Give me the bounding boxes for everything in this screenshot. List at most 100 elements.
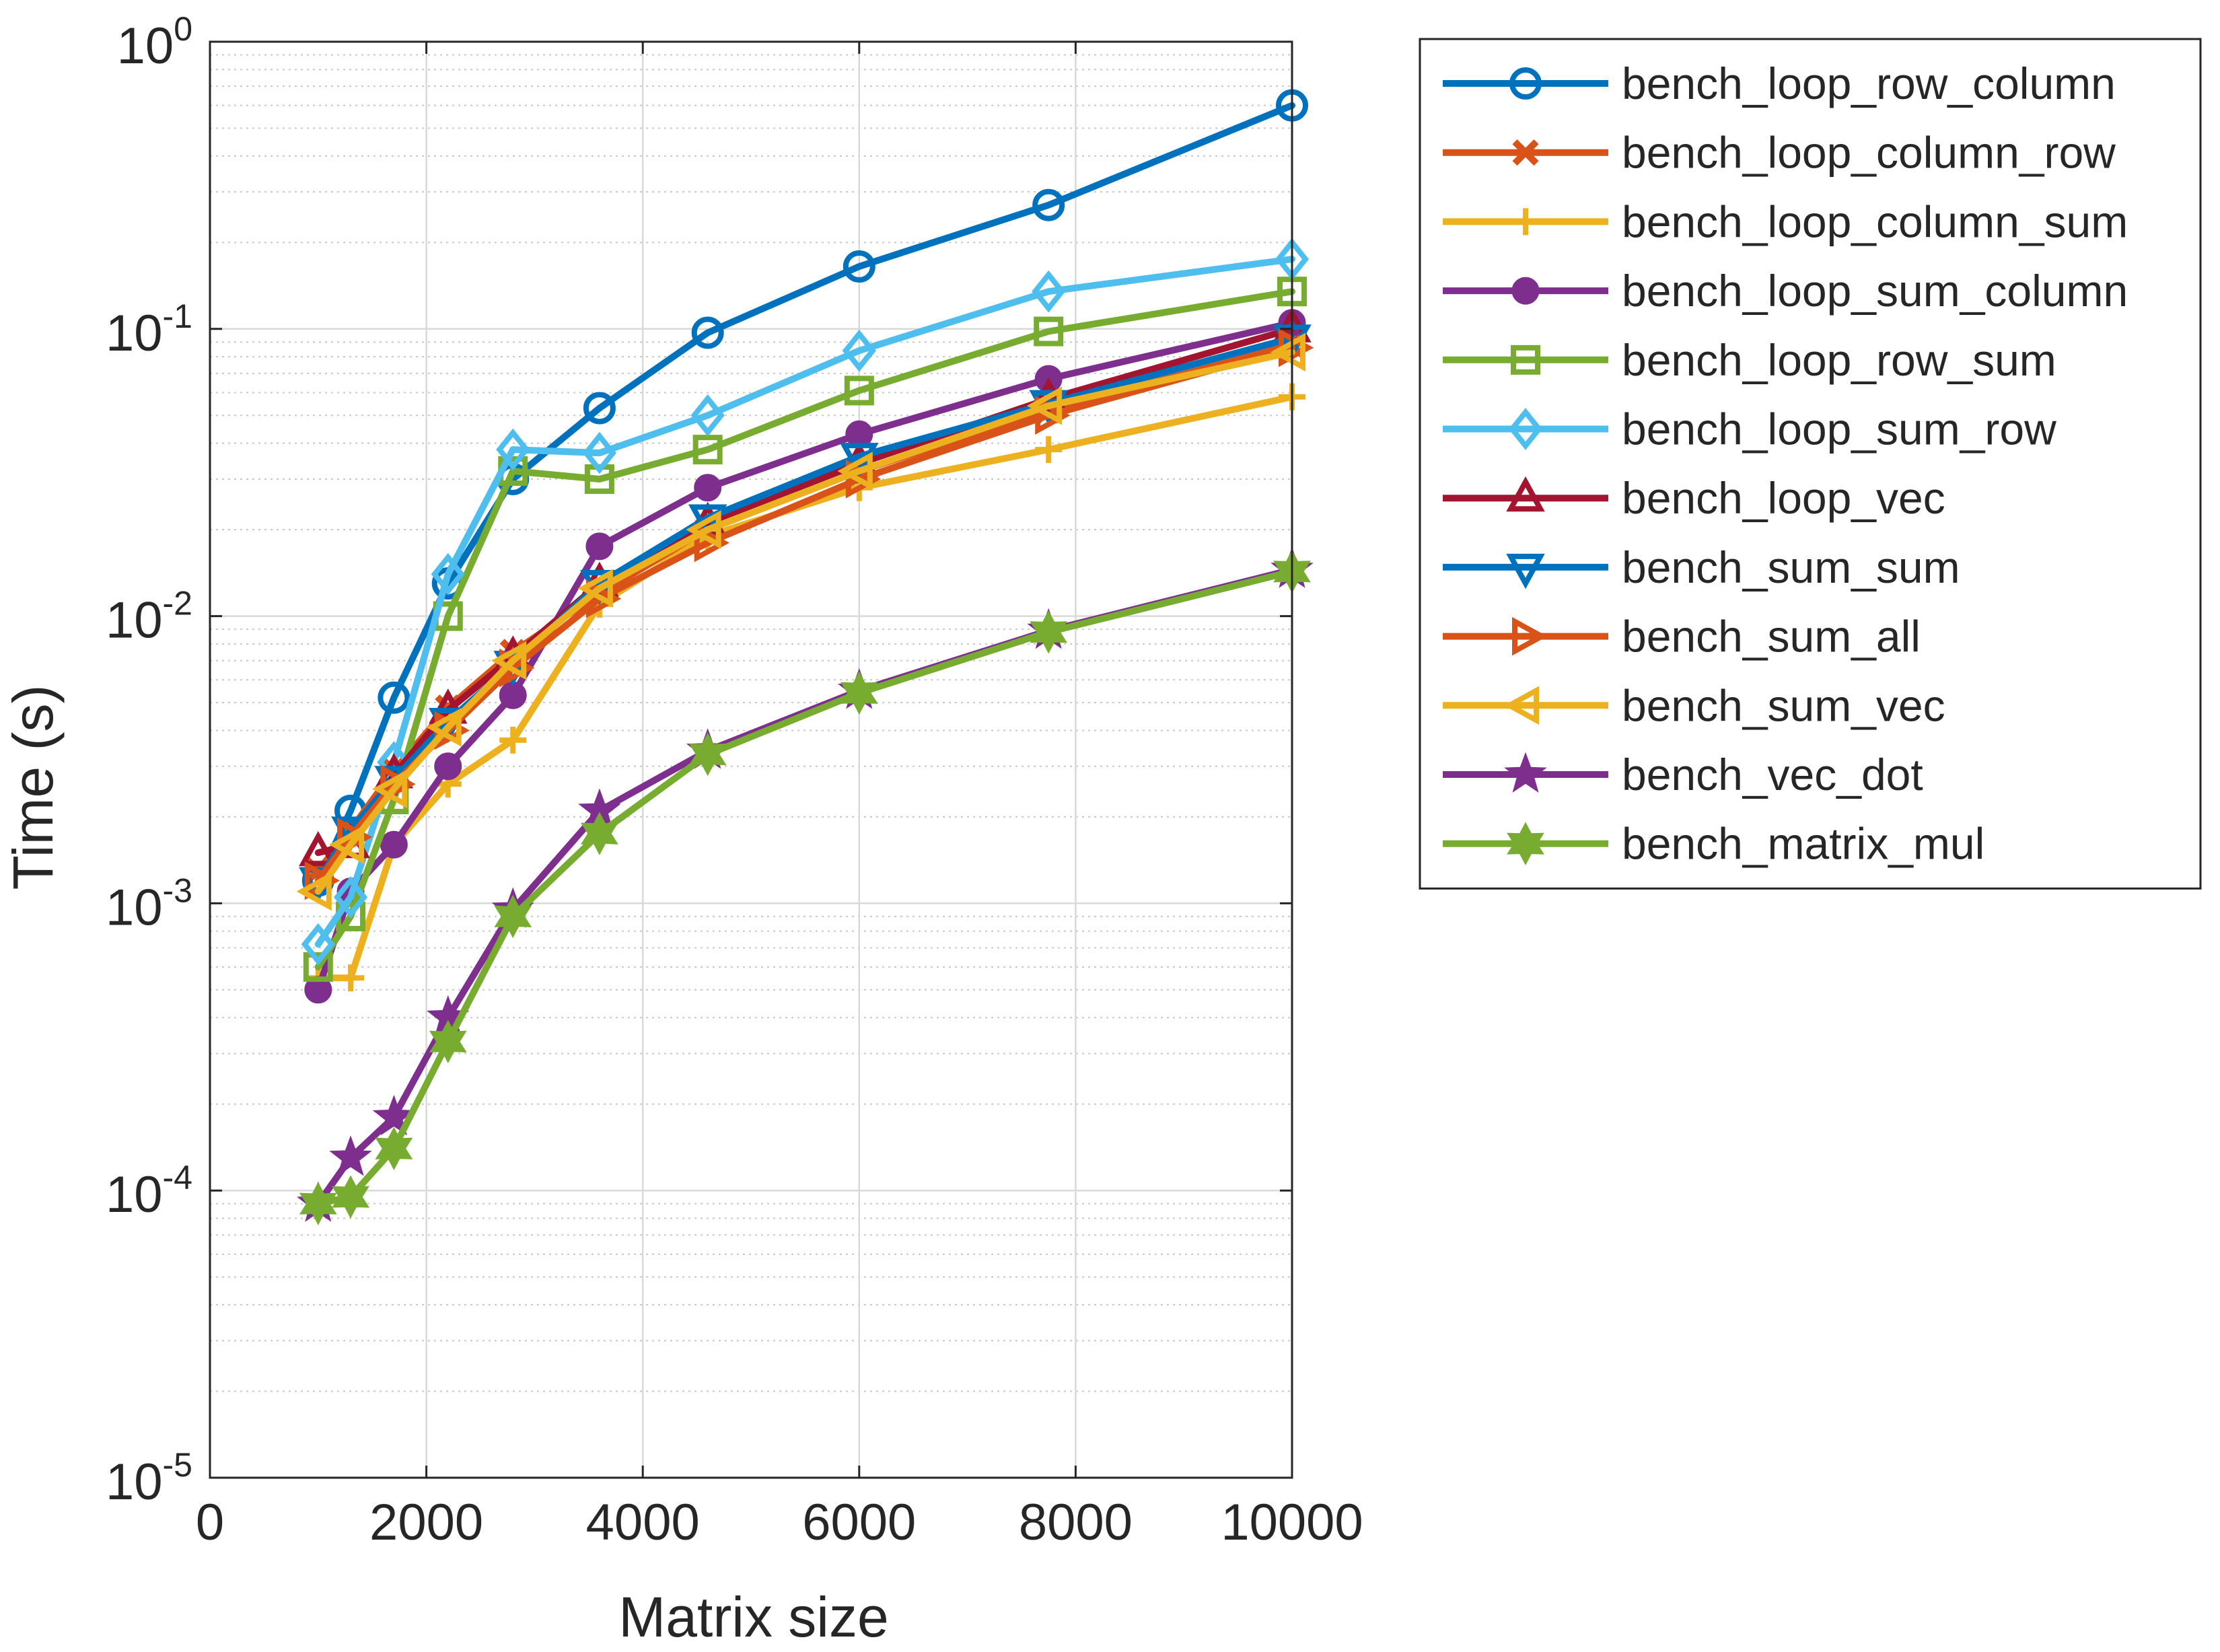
data-point-bench_matrix_mul — [375, 1126, 413, 1171]
data-point-bench_sum_vec — [426, 708, 462, 747]
x-tick-label: 0 — [196, 1494, 224, 1551]
data-point-bench_loop_row_column — [1032, 188, 1065, 221]
data-point-bench_loop_vec — [299, 830, 338, 867]
legend-box — [1419, 38, 2202, 890]
legend: bench_loop_row_column bench_loop_column_r… — [1419, 38, 2202, 890]
data-point-bench_loop_row_sum — [844, 375, 874, 406]
legend-label: bench_loop_column_sum — [1622, 196, 2128, 246]
legend-swatch-marker — [1512, 139, 1539, 166]
data-point-bench_loop_row_sum — [1034, 316, 1064, 347]
legend-entry: bench_loop_column_row — [1443, 128, 2116, 178]
data-point-bench_matrix_mul — [581, 812, 618, 855]
legend-swatch-marker — [1506, 553, 1545, 589]
y-tick-label: 10-5 — [106, 1446, 192, 1511]
data-point-bench_loop_sum_row — [496, 428, 530, 471]
y-tick-label: 100 — [117, 10, 192, 75]
x-tick-label: 8000 — [1019, 1494, 1133, 1551]
data-point-bench_loop_row_sum — [692, 435, 723, 465]
legend-swatch-marker — [1512, 616, 1548, 656]
data-point-bench_sum_vec — [296, 871, 332, 911]
data-point-bench_loop_sum_row — [690, 394, 725, 437]
legend-entry: bench_loop_row_column — [1443, 59, 2116, 108]
data-point-bench_loop_row_column — [691, 316, 724, 349]
data-point-bench_loop_column_sum — [337, 964, 365, 992]
data-point-bench_loop_row_column — [843, 250, 875, 283]
data-point-bench_sum_vec — [1026, 386, 1063, 425]
data-point-bench_loop_sum_row — [333, 875, 368, 919]
series-line-bench_sum_all — [314, 344, 1295, 884]
data-point-bench_matrix_mul — [840, 671, 878, 715]
data-point-bench_matrix_mul — [688, 732, 727, 777]
x-tick-label: 10000 — [1221, 1494, 1363, 1551]
legend-entry: bench_matrix_mul — [1443, 819, 1984, 869]
legend-label: bench_sum_all — [1622, 612, 1921, 661]
legend-swatch-marker — [1504, 752, 1547, 793]
data-point-bench_sum_sum — [688, 504, 727, 540]
data-point-bench_vec_dot — [372, 1094, 416, 1136]
data-point-bench_matrix_mul — [1030, 610, 1068, 654]
legend-swatch-marker — [1511, 277, 1540, 305]
legend-swatch-marker — [1506, 476, 1545, 512]
legend-label: bench_loop_sum_row — [1622, 404, 2056, 454]
axes-layer: 0 2000 4000 6000 8000 10000 100 10-1 10-2 10-3 10-… — [106, 10, 1363, 1551]
legend-swatch-marker — [1508, 408, 1543, 450]
data-point-bench_matrix_mul — [332, 1175, 370, 1219]
data-point-bench_loop_column_sum — [1035, 436, 1063, 464]
series-line-bench_loop_row_column — [314, 102, 1295, 884]
data-point-bench_loop_row_column — [378, 681, 410, 714]
y-axis-title: Time (s) — [1, 685, 65, 890]
data-point-bench_loop_sum_row — [842, 329, 876, 372]
legend-swatch-marker — [1503, 686, 1539, 725]
data-point-bench_sum_vec — [372, 769, 408, 809]
data-point-bench_sum_vec — [491, 641, 527, 680]
y-tick-label: 10-2 — [106, 585, 192, 649]
data-point-bench_loop_sum_column — [380, 830, 408, 859]
y-tick-label: 10-3 — [106, 871, 192, 936]
legend-entry: bench_sum_all — [1443, 612, 1921, 661]
x-tick-label: 4000 — [586, 1494, 700, 1551]
data-point-bench_loop_vec — [1029, 377, 1068, 412]
legend-label: bench_loop_row_sum — [1622, 335, 2056, 385]
series-bench_sum_vec — [296, 332, 1305, 911]
series-layer — [296, 89, 1314, 1225]
legend-label: bench_sum_vec — [1622, 680, 1945, 730]
x-tick-label: 2000 — [369, 1494, 483, 1551]
legend-swatch-marker — [1511, 345, 1540, 375]
data-point-bench_sum_vec — [577, 569, 613, 608]
legend-entry: bench_loop_vec — [1443, 473, 1945, 523]
legend-entry: bench_loop_row_sum — [1443, 335, 2056, 385]
legend-label: bench_loop_column_row — [1622, 128, 2116, 178]
series-line-bench_loop_sum_row — [314, 256, 1295, 948]
data-point-bench_sum_vec — [686, 510, 721, 549]
data-point-bench_loop_row_sum — [303, 952, 333, 982]
data-point-bench_loop_sum_column — [434, 752, 462, 781]
legend-entry: bench_loop_sum_column — [1443, 266, 2128, 316]
series-bench_loop_sum_row — [301, 238, 1310, 966]
data-point-bench_matrix_mul — [429, 1019, 467, 1064]
legend-swatch-marker — [1507, 822, 1544, 865]
data-point-bench_loop_sum_row — [301, 923, 335, 966]
x-axis-title: Matrix size — [618, 1585, 888, 1649]
legend-label: bench_loop_sum_column — [1622, 266, 2128, 316]
data-point-bench_sum_vec — [1270, 332, 1305, 372]
data-point-bench_matrix_mul — [299, 1182, 337, 1225]
legend-entry: bench_loop_sum_row — [1443, 404, 2056, 454]
y-tick-label: 10-1 — [106, 297, 192, 362]
data-point-bench_loop_sum_column — [694, 474, 722, 502]
data-point-bench_loop_column_sum — [499, 726, 527, 754]
data-point-bench_sum_all — [694, 523, 729, 563]
data-point-bench_loop_sum_column — [585, 532, 614, 561]
legend-swatch-marker — [1512, 208, 1539, 236]
legend-swatch-marker — [1509, 67, 1542, 100]
legend-entry: bench_vec_dot — [1443, 750, 1923, 799]
series-line-bench_sum_vec — [314, 349, 1295, 895]
legend-label: bench_loop_vec — [1622, 473, 1945, 523]
data-point-bench_loop_sum_row — [431, 552, 465, 596]
series-line-bench_loop_row_sum — [314, 288, 1295, 971]
data-point-bench_matrix_mul — [494, 894, 532, 939]
data-point-bench_loop_sum_row — [582, 431, 617, 474]
legend-label: bench_matrix_mul — [1622, 819, 1984, 869]
data-point-bench_loop_sum_column — [499, 681, 527, 709]
